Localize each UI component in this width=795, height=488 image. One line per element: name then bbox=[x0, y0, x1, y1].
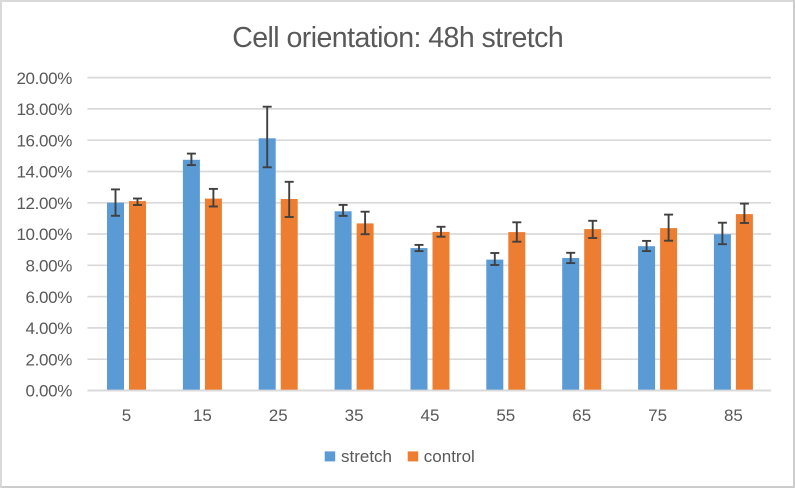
svg-text:14.00%: 14.00% bbox=[16, 163, 72, 182]
svg-text:12.00%: 12.00% bbox=[16, 194, 72, 213]
svg-text:16.00%: 16.00% bbox=[16, 131, 72, 150]
svg-text:stretch: stretch bbox=[341, 447, 392, 466]
svg-text:2.00%: 2.00% bbox=[26, 350, 73, 369]
svg-text:control: control bbox=[424, 447, 475, 466]
svg-text:75: 75 bbox=[648, 406, 667, 425]
svg-text:25: 25 bbox=[269, 406, 288, 425]
svg-text:15: 15 bbox=[193, 406, 212, 425]
svg-text:6.00%: 6.00% bbox=[26, 288, 73, 307]
svg-text:55: 55 bbox=[496, 406, 515, 425]
svg-text:18.00%: 18.00% bbox=[16, 100, 72, 119]
svg-text:5: 5 bbox=[122, 406, 131, 425]
svg-text:20.00%: 20.00% bbox=[16, 69, 72, 88]
svg-text:0.00%: 0.00% bbox=[26, 382, 73, 401]
svg-text:85: 85 bbox=[724, 406, 743, 425]
svg-text:65: 65 bbox=[572, 406, 591, 425]
svg-text:Cell orientation: 48h stretch: Cell orientation: 48h stretch bbox=[232, 22, 563, 54]
svg-text:45: 45 bbox=[421, 406, 440, 425]
svg-text:8.00%: 8.00% bbox=[26, 257, 73, 276]
svg-text:10.00%: 10.00% bbox=[16, 225, 72, 244]
svg-text:4.00%: 4.00% bbox=[26, 319, 73, 338]
svg-text:35: 35 bbox=[345, 406, 364, 425]
